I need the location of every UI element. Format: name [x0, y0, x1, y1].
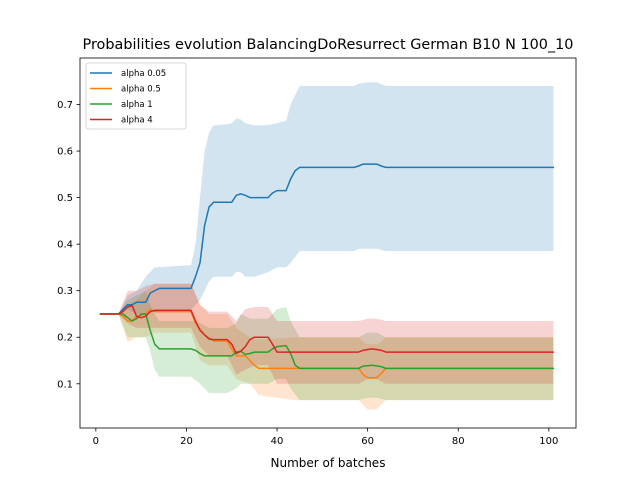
y-tick-label: 0.4	[57, 240, 73, 251]
x-tick-label: 100	[539, 436, 558, 447]
legend-label: alpha 0.05	[121, 69, 166, 79]
x-axis-label: Number of batches	[271, 456, 386, 470]
chart-title: Probabilities evolution BalancingDoResur…	[83, 37, 574, 53]
y-tick-label: 0.6	[57, 147, 73, 158]
y-tick-label: 0.3	[57, 286, 73, 297]
band-alpha-4	[100, 283, 554, 384]
legend: alpha 0.05 alpha 0.5 alpha 1 alpha 4	[85, 62, 187, 130]
line-alpha-0-5	[99, 308, 555, 379]
x-tick-label: 40	[271, 436, 284, 447]
y-tick-label: 0.2	[57, 333, 73, 344]
y-tick-label: 0.5	[57, 193, 73, 204]
x-tick-label: 0	[93, 436, 99, 447]
series-lines	[99, 163, 555, 379]
line-alpha-4	[99, 304, 555, 355]
x-tick-label: 20	[180, 436, 193, 447]
line-alpha-0-05	[99, 163, 555, 315]
x-axis: 0 20 40 60 80 100	[93, 428, 558, 447]
band-alpha-0-05	[100, 82, 554, 314]
plot-frame	[79, 57, 577, 429]
legend-label: alpha 1	[121, 100, 153, 110]
legend-label: alpha 4	[121, 116, 153, 126]
x-tick-label: 80	[452, 436, 465, 447]
y-tick-label: 0.7	[57, 100, 73, 111]
band-alpha-1	[100, 290, 554, 401]
band-alpha-0-5	[100, 283, 554, 410]
x-tick-label: 60	[361, 436, 374, 447]
legend-label: alpha 0.5	[121, 85, 161, 95]
confidence-bands	[100, 82, 554, 410]
y-axis: 0.1 0.2 0.3 0.4 0.5 0.6 0.7	[57, 100, 80, 390]
y-tick-label: 0.1	[57, 379, 73, 390]
legend-box	[85, 62, 187, 130]
